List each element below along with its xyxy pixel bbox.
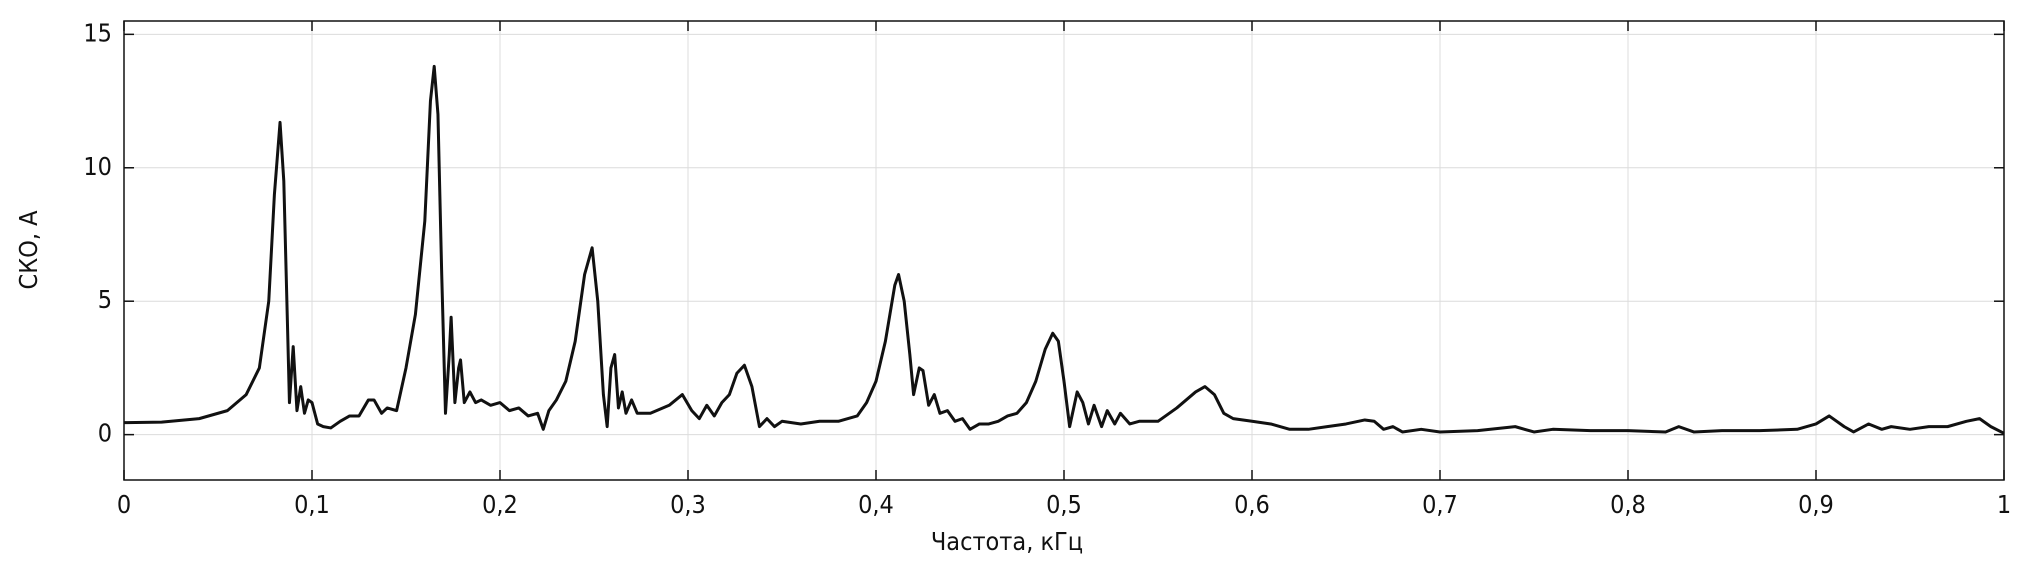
x-tick-label: 0,6 bbox=[1234, 490, 1270, 519]
x-tick-label: 0,1 bbox=[294, 490, 330, 519]
x-tick-label: 0,3 bbox=[670, 490, 706, 519]
data-line bbox=[123, 64, 2005, 435]
x-tick-label: 0,2 bbox=[482, 490, 518, 519]
plot-frame bbox=[123, 20, 2005, 481]
x-tick-label: 0,7 bbox=[1422, 490, 1458, 519]
y-tick-label: 5 bbox=[98, 285, 112, 314]
y-tick-label: 10 bbox=[83, 152, 112, 181]
y-axis-title: СКО, А bbox=[14, 210, 43, 290]
x-tick-label: 0,5 bbox=[1046, 490, 1082, 519]
x-tick-label: 1 bbox=[1997, 490, 2011, 519]
x-tick-label: 0,8 bbox=[1610, 490, 1646, 519]
x-tick-label: 0,4 bbox=[858, 490, 894, 519]
x-tick-label: 0 bbox=[117, 490, 131, 519]
y-tick-label: 15 bbox=[83, 18, 112, 47]
x-axis-title: Частота, кГц bbox=[931, 527, 1083, 556]
x-tick-label: 0,9 bbox=[1798, 490, 1834, 519]
y-tick-label: 0 bbox=[98, 419, 112, 448]
